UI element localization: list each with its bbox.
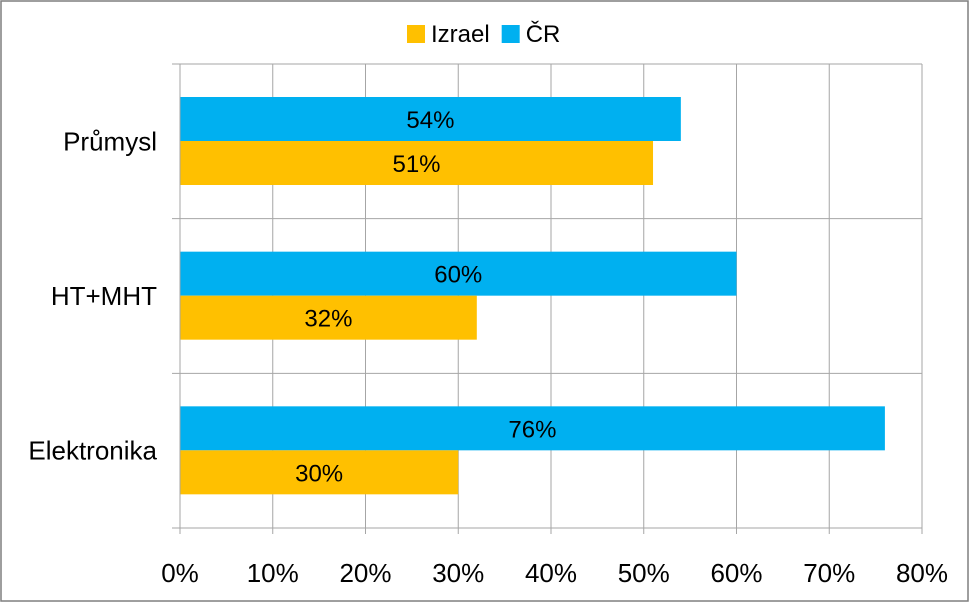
data-label-izrael: 32% [304, 306, 352, 333]
data-label-cr: 54% [406, 107, 454, 134]
data-label-izrael: 30% [295, 460, 343, 487]
x-tick-label: 60% [710, 558, 762, 588]
data-labels: 54% 51% 60% 32% 76% 30% [295, 107, 556, 487]
bar-cr [180, 251, 737, 296]
legend-swatch-cr [501, 25, 520, 43]
data-label-cr: 76% [508, 416, 556, 443]
legend-swatch-izrael [407, 25, 425, 43]
category-label: HT+MHT [51, 281, 157, 311]
data-label-izrael: 51% [392, 151, 440, 178]
category-label: Elektronika [28, 436, 157, 466]
x-tick-label: 20% [339, 558, 391, 588]
bar-izrael [180, 295, 477, 340]
data-label-cr: 60% [434, 262, 482, 289]
x-tick-label: 50% [618, 558, 670, 588]
category-label: Průmysl [63, 126, 157, 156]
x-tick-label: 40% [525, 558, 577, 588]
axes: 0% 10% 20% 30% 40% 50% 60% 70% 80% Průmysl HT+MHT E… [28, 64, 948, 588]
x-tick-label: 70% [803, 558, 855, 588]
x-tick-label: 80% [896, 558, 948, 588]
x-tick-label: 30% [432, 558, 484, 588]
x-tick-label: 10% [247, 558, 299, 588]
bar-izrael [180, 141, 654, 185]
legend: Izrael ČR [407, 20, 560, 48]
bar-cr [180, 97, 681, 141]
legend-label-izrael: Izrael [431, 21, 490, 48]
x-tick-label: 0% [161, 558, 199, 588]
bar-izrael [180, 450, 459, 495]
bars [180, 97, 885, 495]
bar-cr [180, 406, 885, 451]
legend-label-cr: ČR [526, 20, 561, 48]
